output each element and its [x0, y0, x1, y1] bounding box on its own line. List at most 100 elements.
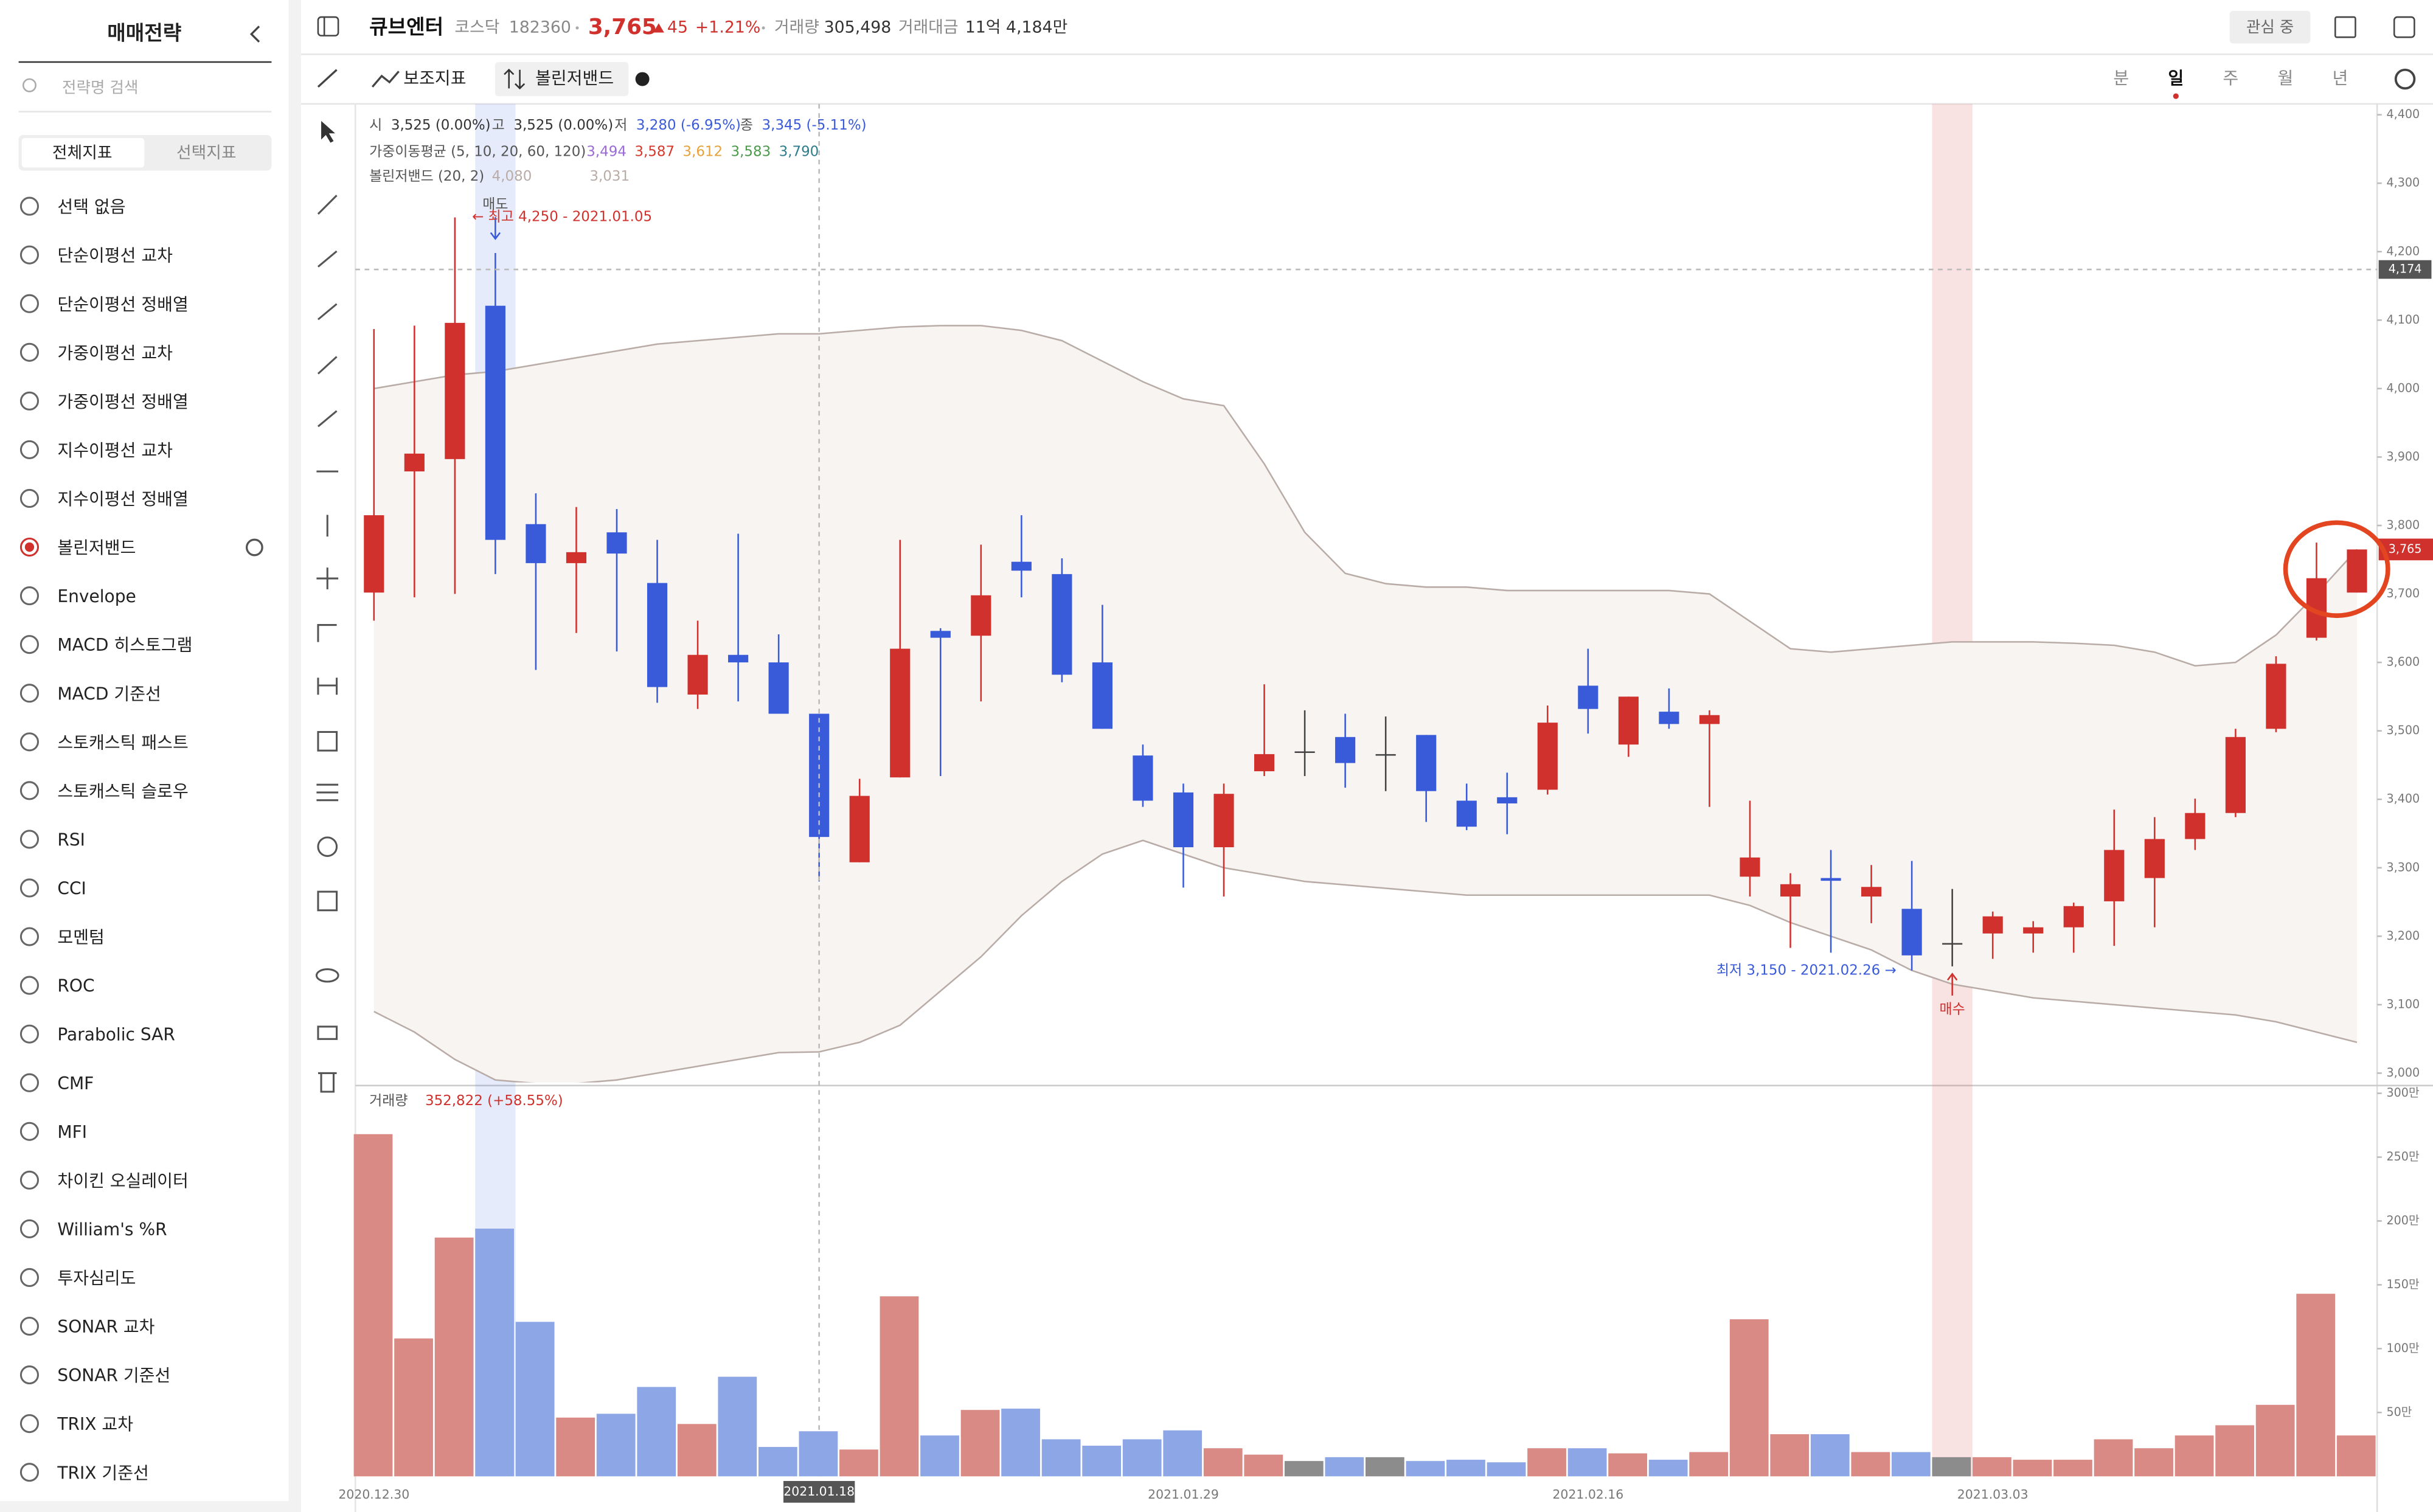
strategy-item[interactable]: MACD 기준선 — [57, 684, 161, 704]
strategy-item[interactable]: Parabolic SAR — [57, 1025, 175, 1045]
strategy-item[interactable]: 지수이평선 정배열 — [57, 489, 188, 509]
strategy-item[interactable]: SONAR 교차 — [57, 1317, 154, 1337]
strategy-item[interactable]: 선택 없음 — [57, 197, 125, 217]
radio[interactable] — [19, 1316, 40, 1336]
strategy-item[interactable]: RSI — [57, 830, 85, 850]
period-tab[interactable]: 주 — [2223, 68, 2238, 88]
strategy-item[interactable]: 스토캐스틱 슬로우 — [57, 781, 188, 801]
code: 182360 — [509, 18, 571, 36]
strategy-item[interactable]: TRIX 교차 — [57, 1414, 133, 1434]
radio[interactable] — [19, 1268, 40, 1288]
strategy-item[interactable]: 스토캐스틱 패스트 — [57, 732, 188, 752]
radio[interactable] — [19, 635, 40, 654]
radio[interactable] — [19, 245, 40, 265]
period-tab[interactable]: 년 — [2333, 68, 2348, 88]
strategy-item[interactable]: CMF — [57, 1073, 94, 1094]
search-input[interactable]: 전략명 검색 — [62, 78, 138, 97]
radio[interactable] — [19, 196, 40, 216]
radio[interactable] — [19, 927, 40, 946]
strategy-item[interactable]: 단순이평선 정배열 — [57, 294, 188, 314]
radio[interactable] — [19, 830, 40, 849]
radio[interactable] — [19, 1024, 40, 1044]
strategy-item[interactable]: 지수이평선 교차 — [57, 440, 173, 460]
strategy-item[interactable]: William's %R — [57, 1219, 167, 1240]
candle-body — [1780, 884, 1801, 897]
radio[interactable] — [19, 294, 40, 313]
active-indicator-chip[interactable] — [495, 61, 629, 97]
strategy-item[interactable]: 가중이평선 교차 — [57, 343, 173, 363]
settings-icon[interactable] — [2394, 68, 2416, 90]
sidebar-title: 매매전략 — [107, 21, 181, 45]
candle-body — [1901, 909, 1922, 955]
tab[interactable]: 선택지표 — [176, 144, 237, 162]
volume-bar — [1244, 1454, 1283, 1477]
candle-body — [1820, 878, 1841, 881]
tab-active — [21, 137, 145, 168]
candle-body — [1133, 755, 1153, 801]
collapse-button[interactable] — [249, 26, 260, 43]
layout-icon[interactable] — [2393, 16, 2415, 38]
buy-arrow — [1946, 973, 1958, 996]
radio[interactable] — [19, 732, 40, 752]
radio[interactable] — [19, 488, 40, 508]
radio[interactable] — [19, 1170, 40, 1190]
period-tab[interactable]: 일 — [2168, 68, 2184, 88]
panel-toggle[interactable] — [317, 16, 339, 36]
y-tick-label: 3,900 — [2386, 449, 2420, 463]
radio[interactable] — [19, 586, 40, 606]
radio[interactable] — [19, 1122, 40, 1141]
strategy-item[interactable]: ROC — [57, 976, 94, 996]
volume-bar — [1770, 1434, 1810, 1477]
volume-bar — [596, 1413, 636, 1477]
volume-info: 352,822 (+58.55%) — [425, 1093, 563, 1109]
indicator-button[interactable]: 보조지표 — [403, 68, 466, 88]
radio[interactable] — [19, 976, 40, 995]
radio[interactable] — [19, 1365, 40, 1385]
strategy-item[interactable]: TRIX 기준선 — [57, 1463, 148, 1483]
watch-button[interactable] — [2229, 10, 2311, 44]
cursor-tool[interactable] — [321, 120, 336, 143]
radio[interactable] — [19, 1463, 40, 1482]
strategy-item[interactable]: 투자심리도 — [57, 1268, 136, 1288]
strategy-item[interactable]: Envelope — [57, 586, 136, 606]
volume-bar — [1041, 1439, 1081, 1477]
radio[interactable] — [19, 391, 40, 411]
draw-icon[interactable] — [317, 69, 338, 88]
volume-bar — [880, 1296, 919, 1477]
radio[interactable] — [19, 1073, 40, 1092]
strategy-item[interactable]: MACD 히스토그램 — [57, 635, 192, 655]
candle-body — [404, 453, 425, 472]
strategy-item[interactable]: 차이킨 오실레이터 — [57, 1171, 188, 1191]
ma-title: 가중이동평균 (5, 10, 20, 60, 120) — [369, 144, 586, 159]
strategy-item[interactable]: SONAR 기준선 — [57, 1365, 170, 1385]
strategy-item[interactable]: MFI — [57, 1122, 87, 1142]
x-tick-label: 2021.03.03 — [1957, 1487, 2029, 1502]
radio[interactable] — [19, 440, 40, 459]
candle-body — [930, 631, 951, 638]
tab[interactable]: 전체지표 — [52, 144, 113, 162]
settings-icon[interactable] — [245, 538, 263, 557]
strategy-item[interactable]: CCI — [57, 879, 86, 899]
bollinger-upper — [373, 325, 2358, 667]
period-tab[interactable]: 분 — [2113, 68, 2129, 88]
radio[interactable] — [19, 342, 40, 362]
candle-body — [2023, 927, 2044, 934]
radio[interactable] — [19, 1219, 40, 1238]
strategy-item[interactable]: 볼린저밴드 — [57, 538, 136, 558]
strategy-item[interactable]: 단순이평선 교차 — [57, 246, 173, 266]
radio[interactable] — [19, 878, 40, 898]
strategy-item[interactable]: 모멘텀 — [57, 928, 104, 948]
strategy-item[interactable]: 가중이평선 정배열 — [57, 392, 188, 412]
volume-bar — [799, 1431, 838, 1477]
edit-icon[interactable] — [2334, 16, 2356, 38]
ohlc-label: 저 — [614, 117, 627, 133]
remove-indicator[interactable] — [635, 72, 650, 86]
candle-body — [890, 648, 911, 778]
radio[interactable] — [19, 781, 40, 800]
period-dot — [2173, 93, 2179, 99]
period-tab[interactable]: 월 — [2277, 68, 2293, 88]
candle-body — [2063, 906, 2084, 928]
radio[interactable] — [19, 1414, 40, 1434]
volume-bar — [1810, 1434, 1850, 1477]
radio[interactable] — [19, 684, 40, 703]
